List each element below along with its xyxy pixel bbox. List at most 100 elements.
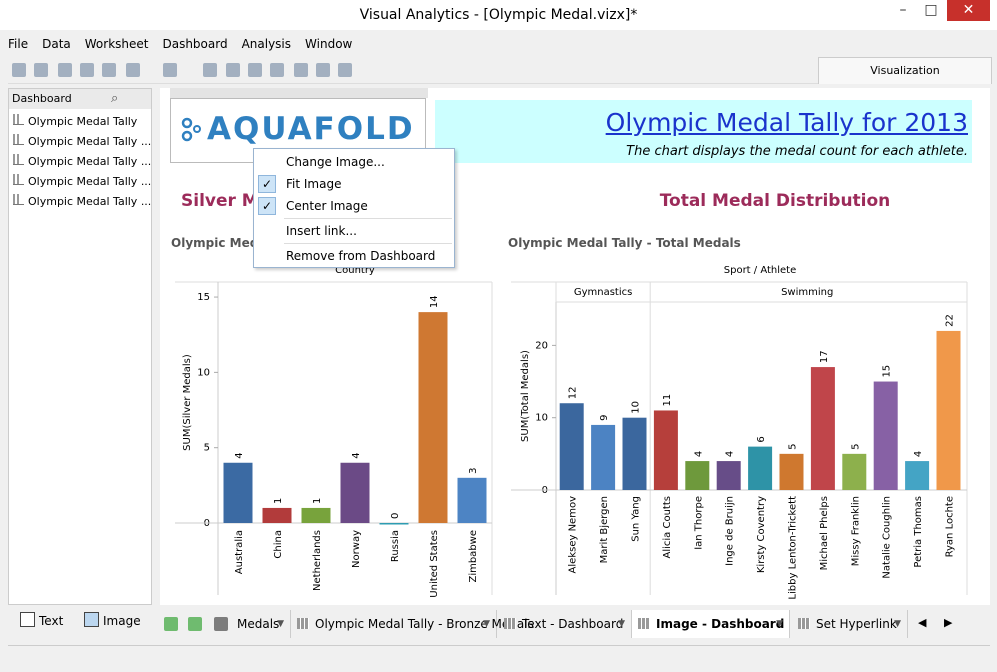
toolbar-icon[interactable]	[102, 63, 116, 77]
image-handle[interactable]	[170, 88, 428, 98]
y-tick-label: 20	[535, 340, 548, 351]
maximize-button[interactable]: □	[924, 2, 938, 18]
bar	[873, 381, 898, 490]
tab-icon	[297, 618, 309, 629]
sidebar-item[interactable]: Olympic Medal Tally ...	[13, 154, 151, 168]
x-tick-label: Marit Bjergen	[599, 496, 610, 563]
window-title: Visual Analytics - [Olympic Medal.vizx]*	[359, 7, 638, 23]
context-menu: Change Image... ✓ Fit Image ✓ Center Image In…	[253, 148, 455, 268]
title-box: Olympic Medal Tally for 2013 The chart d…	[435, 100, 972, 163]
visualization-tab[interactable]: Visualization	[818, 57, 992, 84]
close-button[interactable]: ✕	[947, 0, 990, 21]
context-menu-label: Change Image...	[286, 155, 385, 169]
toolbar-icon[interactable]	[294, 63, 308, 77]
check-mark: ✓	[258, 175, 276, 193]
x-tick-label: United States	[429, 530, 440, 598]
sidebar-item[interactable]: Olympic Medal Tally	[13, 114, 137, 128]
tab-dropdown[interactable]: ▼	[277, 619, 284, 629]
sheet-tab[interactable]: Set Hyperlink ▼	[792, 610, 908, 638]
bar	[810, 367, 835, 490]
sheet-icon	[13, 114, 24, 125]
sidebar-item[interactable]: Olympic Medal Tally ...	[13, 134, 151, 148]
sheet-tab[interactable]: Text - Dashboard ▼	[498, 610, 632, 638]
toolbar-icon[interactable]	[316, 63, 330, 77]
tab-dropdown[interactable]: ▼	[618, 619, 625, 629]
tab-dropdown[interactable]: ▼	[483, 619, 490, 629]
value-label: 4	[351, 452, 362, 458]
sheet-icon	[13, 194, 24, 205]
sheet-icon	[13, 134, 24, 145]
context-menu-item[interactable]: Insert link...	[254, 220, 454, 242]
x-tick-label: Netherlands	[312, 530, 323, 591]
x-tick-label: Missy Franklin	[850, 496, 861, 566]
bar	[262, 507, 292, 523]
toolbar-icon[interactable]	[270, 63, 284, 77]
toolbar-icon[interactable]	[12, 63, 26, 77]
bar	[685, 461, 710, 490]
sidebar-item[interactable]: Olympic Medal Tally ...	[13, 194, 151, 208]
search-icon[interactable]: ⌕	[111, 91, 119, 106]
y-tick-label: 10	[197, 367, 210, 378]
context-menu-label: Center Image	[286, 199, 368, 213]
bar	[223, 462, 253, 523]
value-label: 17	[819, 350, 830, 363]
tab-icon[interactable]	[214, 617, 228, 631]
x-tick-label: Zimbabwe	[468, 530, 479, 583]
value-label: 5	[788, 443, 799, 449]
menu-item[interactable]: Data	[42, 37, 71, 51]
context-menu-item[interactable]: Change Image...	[254, 151, 454, 173]
value-label: 22	[945, 314, 956, 327]
sheet-tab[interactable]: Image - Dashboard ▼	[632, 610, 790, 638]
x-tick-label: Norway	[351, 530, 362, 568]
toolbar-icon[interactable]	[248, 63, 262, 77]
x-tick-label: Alicia Coutts	[662, 496, 673, 558]
toolbar-icon[interactable]	[126, 63, 140, 77]
menu-item[interactable]: Analysis	[241, 37, 292, 51]
menu-item[interactable]: File	[8, 37, 29, 51]
bar	[418, 312, 448, 523]
context-menu-item[interactable]: ✓ Fit Image	[254, 173, 454, 195]
button-label: Text	[39, 614, 64, 628]
context-menu-item[interactable]: Remove from Dashboard	[254, 245, 454, 267]
bar	[301, 507, 331, 523]
sidebar-item[interactable]: Olympic Medal Tally ...	[13, 174, 151, 188]
tab-dropdown[interactable]: ▼	[894, 619, 901, 629]
sidebar-item-label: Olympic Medal Tally	[28, 115, 138, 128]
sidebar-button[interactable]: Image	[84, 612, 141, 628]
scroll-left[interactable]: ◀	[918, 616, 927, 629]
bar	[779, 453, 804, 490]
toolbar-icon[interactable]	[203, 63, 217, 77]
menu-separator	[284, 243, 452, 244]
context-menu-item[interactable]: ✓ Center Image	[254, 195, 454, 217]
sheet-tab[interactable]: Olympic Medal Tally - Bronze Medals ▼	[291, 610, 534, 638]
sheet-tab[interactable]: Medals ▼	[237, 610, 291, 638]
dashboard-title[interactable]: Olympic Medal Tally for 2013	[605, 108, 968, 137]
menu-item[interactable]: Worksheet	[84, 37, 149, 51]
value-label: 4	[234, 452, 245, 458]
y-tick-label: 10	[535, 413, 548, 424]
scroll-right[interactable]: ▶	[944, 616, 953, 629]
minimize-button[interactable]: –	[899, 2, 907, 18]
tab-icon[interactable]	[188, 617, 202, 631]
value-label: 11	[662, 394, 673, 407]
x-tick-label: Petria Thomas	[913, 496, 924, 568]
toolbar-icon[interactable]	[58, 63, 72, 77]
toolbar-icon[interactable]	[226, 63, 240, 77]
toolbar-icon[interactable]	[163, 63, 177, 77]
group-label: Gymnastics	[574, 287, 633, 298]
menu-item[interactable]: Window	[305, 37, 353, 51]
toolbar-icon[interactable]	[34, 63, 48, 77]
value-label: 1	[273, 498, 284, 504]
toolbar-icon[interactable]	[80, 63, 94, 77]
tab-dropdown[interactable]: ▼	[776, 619, 783, 629]
chart-title: Olympic Medal Tally - Total Medals	[508, 236, 741, 250]
button-label: Image	[103, 614, 141, 628]
menu-item[interactable]: Dashboard	[162, 37, 228, 51]
bar	[748, 446, 773, 490]
x-tick-label: Inge de Bruijn	[725, 496, 736, 566]
sidebar-button[interactable]: Text	[20, 612, 63, 628]
tab-icon[interactable]	[164, 617, 178, 631]
toolbar-icon[interactable]	[338, 63, 352, 77]
bar	[936, 330, 961, 490]
